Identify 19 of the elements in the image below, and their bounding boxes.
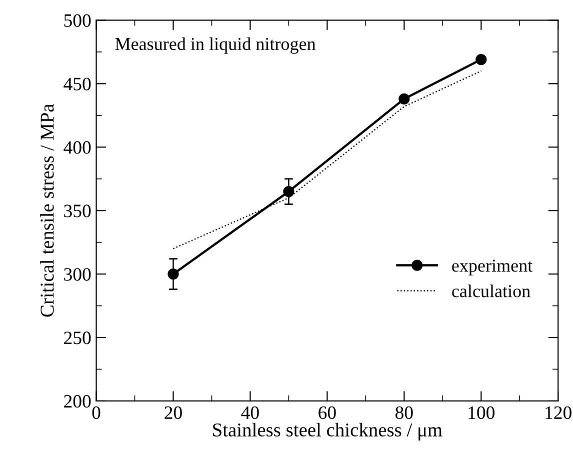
y-tick-label: 300 bbox=[64, 268, 91, 281]
x-tick-label: 40 bbox=[241, 406, 259, 420]
x-tick-label: 60 bbox=[318, 406, 336, 420]
y-tick-label: 250 bbox=[64, 332, 91, 344]
legend-label: calculation bbox=[452, 284, 530, 298]
legend-label: experiment bbox=[452, 260, 533, 276]
x-axis-title: Stainless steel chickness / μm bbox=[213, 422, 442, 440]
x-tick-label: 80 bbox=[395, 406, 413, 420]
y-tick-label: 200 bbox=[64, 394, 91, 408]
y-tick-label: 450 bbox=[64, 78, 91, 90]
y-tick-label: 500 bbox=[64, 14, 91, 27]
x-tick-label: 0 bbox=[92, 406, 100, 420]
x-tick-label: 120 bbox=[546, 406, 572, 420]
y-tick-label: 350 bbox=[64, 204, 91, 218]
x-tick-label: 20 bbox=[164, 406, 182, 420]
x-tick-label: 100 bbox=[468, 406, 494, 420]
y-axis-title: Critical tensile stress / MPa bbox=[40, 104, 54, 317]
annotation: Measured in liquid nitrogen bbox=[115, 37, 316, 54]
y-tick-label: 400 bbox=[64, 141, 91, 154]
